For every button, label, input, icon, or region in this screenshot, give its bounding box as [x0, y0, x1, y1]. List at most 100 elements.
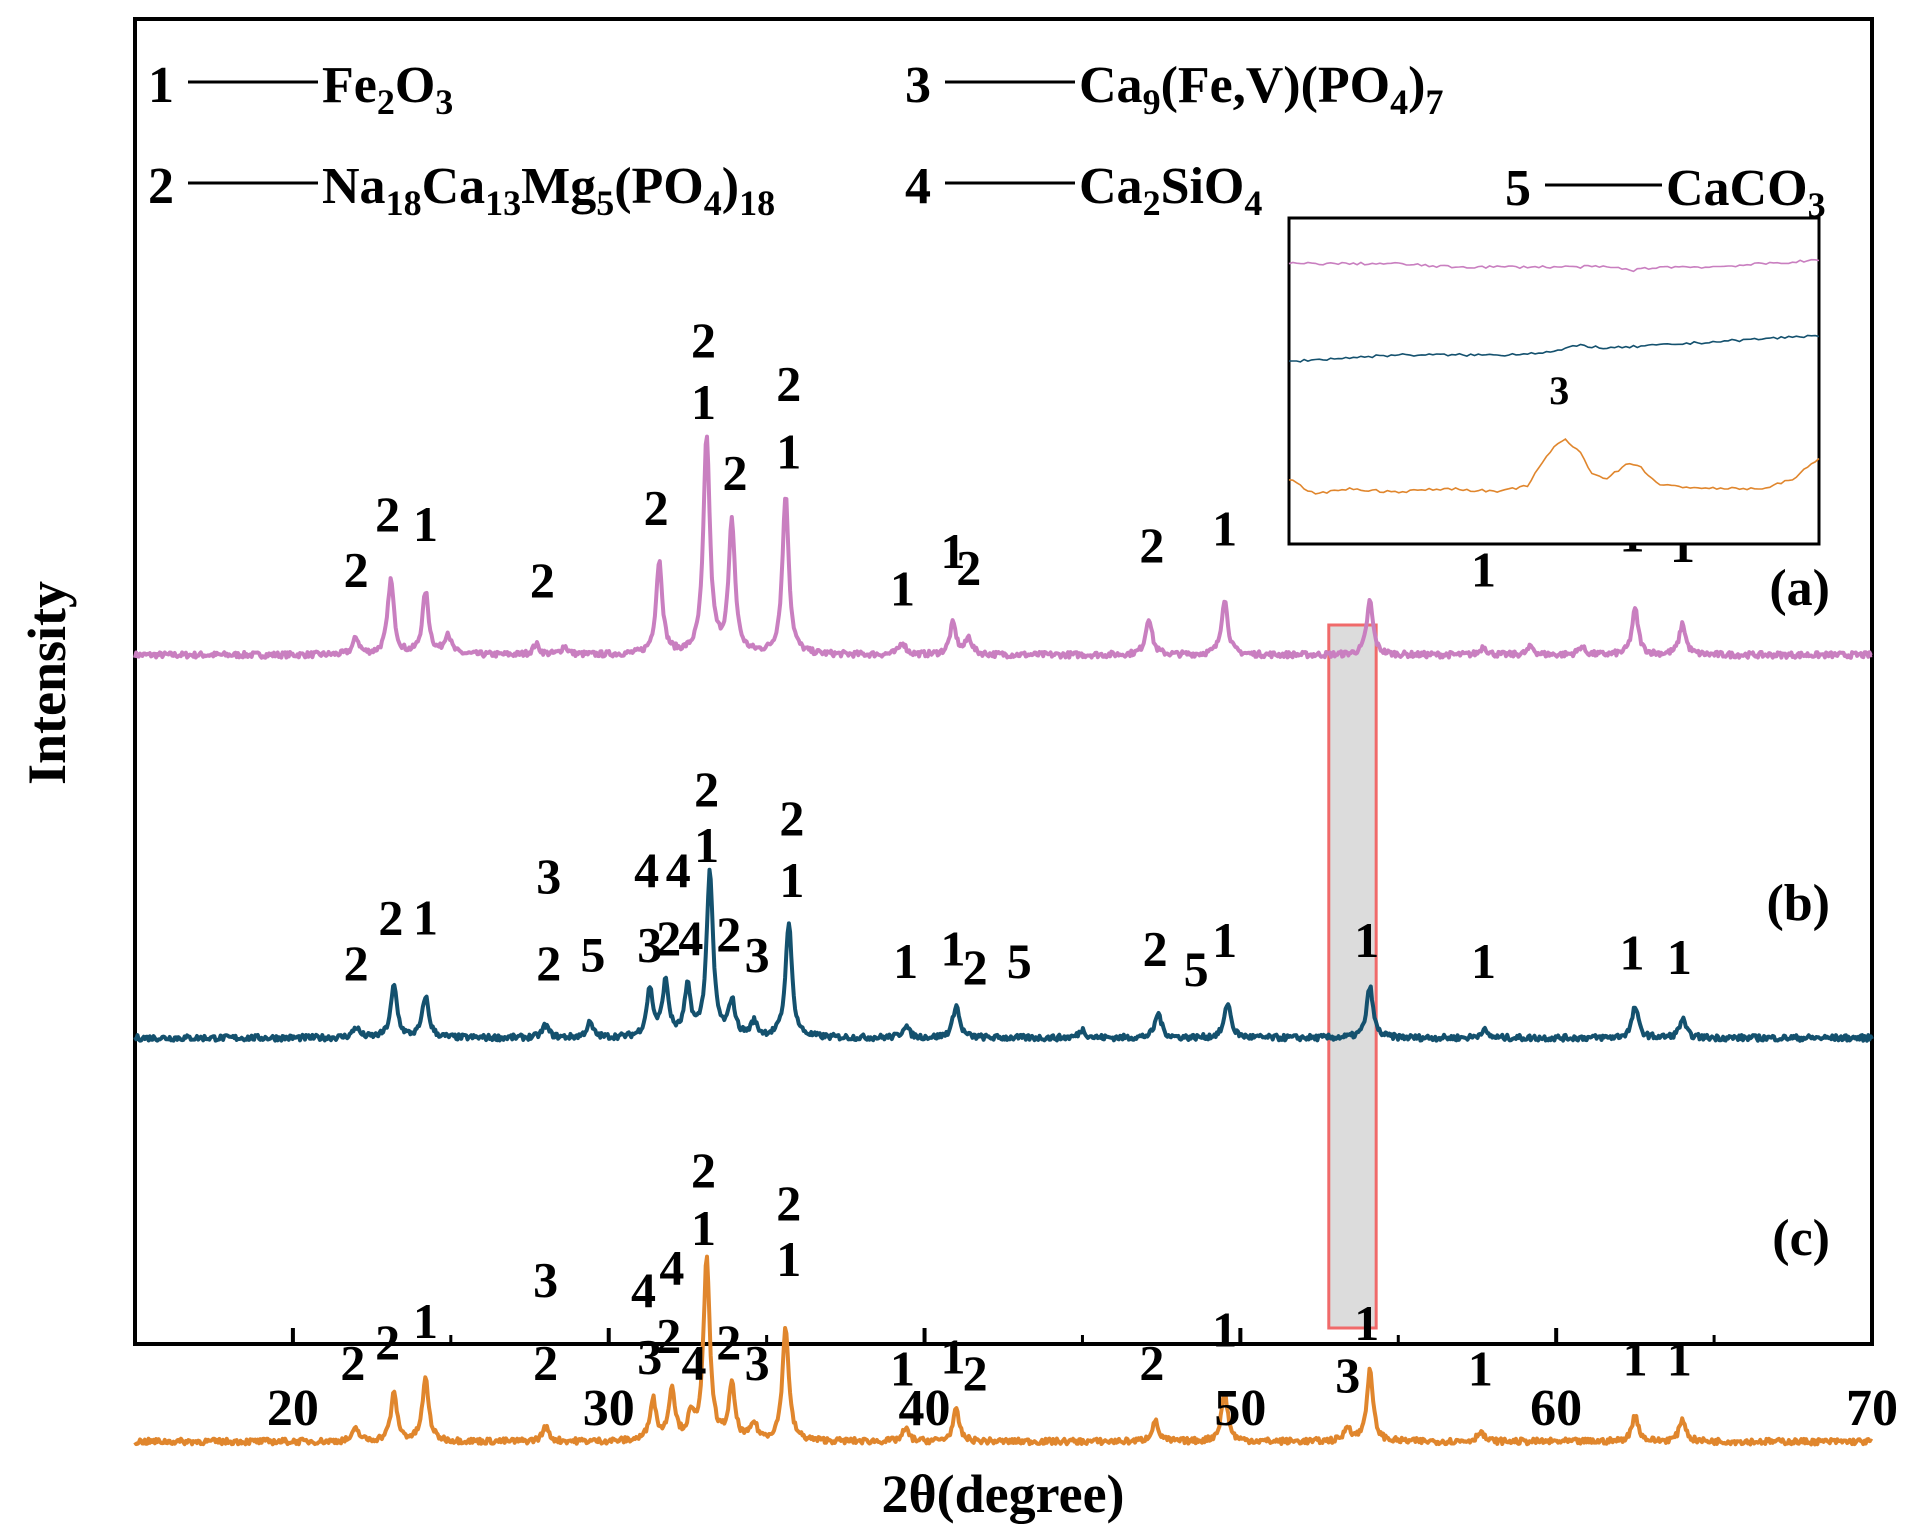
series-tag: (c)	[1772, 1210, 1830, 1267]
peak-label: 1	[1471, 933, 1496, 989]
peak-label: 3	[1335, 1347, 1360, 1403]
peak-label: 1	[890, 560, 915, 616]
peak-label: 2	[716, 1314, 741, 1370]
legend-item-4: 4 Ca2SiO4	[905, 158, 1262, 223]
peak-label: 1	[1212, 1301, 1237, 1357]
peak-label: 2	[691, 312, 716, 368]
formula-part: )	[722, 158, 739, 215]
formula-part: 18	[739, 183, 775, 223]
peak-label: 1	[776, 424, 801, 480]
peak-label: 1	[691, 1200, 716, 1256]
formula-part: O	[395, 57, 435, 114]
plot-frame	[133, 17, 1874, 1346]
peak-label: 1	[1471, 542, 1496, 598]
peak-label: 2	[776, 1175, 801, 1231]
formula-part: 4	[704, 183, 722, 223]
peak-label: 1	[940, 523, 965, 579]
legend-number: 1	[148, 57, 174, 114]
peak-label: 1	[779, 852, 804, 908]
formula-part: 4	[1244, 183, 1262, 223]
peak-label: 2	[716, 906, 741, 962]
formula-part: 7	[1425, 82, 1443, 122]
peak-label: 3	[637, 916, 662, 972]
legend-number: 2	[148, 158, 174, 215]
peak-label: 1	[1212, 500, 1237, 556]
peak-label: 2	[533, 1335, 558, 1391]
legend-formula: Na18Ca13Mg5(PO4)18	[322, 158, 775, 223]
legend-number: 3	[905, 57, 931, 114]
peak-label: 1	[1623, 1330, 1648, 1386]
highlight-region	[1327, 623, 1378, 1330]
formula-part: Na	[322, 158, 386, 215]
peak-label: 4	[681, 1335, 706, 1391]
peak-label: 1	[940, 921, 965, 977]
peak-label: 2	[340, 1335, 365, 1391]
formula-part: Fe	[322, 57, 377, 114]
peak-label: 1	[1468, 1341, 1493, 1397]
formula-part: Ca	[1079, 158, 1143, 215]
formula-part: 18	[386, 183, 422, 223]
peak-label: 1	[1212, 912, 1237, 968]
x-tick-label: 40	[899, 1380, 951, 1437]
peak-label: 1	[1354, 1295, 1379, 1351]
formula-part: Ca	[1079, 57, 1143, 114]
peak-label: 2	[723, 444, 748, 500]
peak-label: 4	[634, 842, 659, 898]
formula-part: (PO	[614, 158, 704, 215]
series-line-1	[133, 434, 1873, 660]
peak-label: 5	[580, 927, 605, 983]
peak-label: 2	[375, 1314, 400, 1370]
inset-peak-label: 3	[1549, 368, 1569, 413]
peak-label: 5	[1007, 933, 1032, 989]
peak-label: 1	[694, 817, 719, 873]
peak-label: 1	[1354, 912, 1379, 968]
series-line-2	[133, 867, 1874, 1043]
series-tag: (a)	[1769, 560, 1830, 617]
legend-formula: CaCO3	[1666, 160, 1826, 225]
legend-item-2: 2 Na18Ca13Mg5(PO4)18	[148, 158, 775, 223]
x-tick-label: 30	[583, 1380, 635, 1437]
x-tick-label: 50	[1214, 1380, 1266, 1437]
peak-label: 5	[1184, 941, 1209, 997]
inset-series-line-3	[1288, 438, 1820, 495]
legend-item-1: 1 Fe2O3	[148, 57, 453, 122]
formula-part: 9	[1143, 82, 1161, 122]
formula-part: 13	[485, 183, 521, 223]
peak-label: 1	[691, 374, 716, 430]
legend-number: 5	[1505, 160, 1531, 217]
peak-label: 1	[1667, 1330, 1692, 1386]
peak-label: 1	[413, 496, 438, 552]
peak-label: 1	[1619, 925, 1644, 981]
formula-part: 2	[377, 82, 395, 122]
formula-part: Ca	[422, 158, 486, 215]
legend-number: 4	[905, 158, 931, 215]
peak-label: 2	[1139, 517, 1164, 573]
x-axis-label: 2θ(degree)	[881, 1464, 1124, 1524]
peak-label: 3	[637, 1328, 662, 1384]
peak-label: 2	[378, 889, 403, 945]
peak-label: 2	[656, 1308, 681, 1364]
peak-label: 3	[745, 927, 770, 983]
peak-label: 1	[890, 1341, 915, 1397]
formula-part: 4	[1390, 82, 1408, 122]
peak-label: 2	[963, 1345, 988, 1401]
peak-label: 2	[536, 935, 561, 991]
legend-item-3: 3 Ca9(Fe,V)(PO4)7	[905, 57, 1443, 122]
peak-label: 1	[413, 1293, 438, 1349]
peak-label: 2	[776, 355, 801, 411]
peak-label: 2	[956, 540, 981, 596]
peak-label: 2	[963, 939, 988, 995]
series-line-3	[133, 1254, 1874, 1447]
x-tick-label: 20	[267, 1380, 319, 1437]
peak-label: 4	[659, 1239, 684, 1295]
peak-labels-group: 2212212212112211111(a)221235342441223121…	[340, 312, 1830, 1403]
peak-label: 2	[779, 790, 804, 846]
peak-label: 2	[1143, 921, 1168, 977]
peak-label: 2	[375, 486, 400, 542]
peak-label: 2	[694, 761, 719, 817]
peak-label: 4	[678, 910, 703, 966]
peak-label: 2	[530, 552, 555, 608]
peak-label: 1	[940, 1328, 965, 1384]
